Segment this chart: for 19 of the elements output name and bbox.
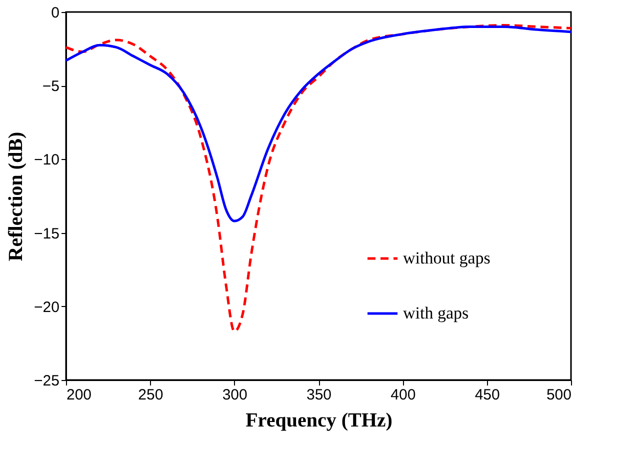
x-tick-label: 250: [138, 386, 164, 404]
y-tick-label: −10: [34, 152, 60, 169]
line-series: [64, 25, 572, 222]
legend-label: without gaps: [403, 248, 490, 268]
x-tick-label: 300: [222, 386, 248, 404]
line-series: [64, 24, 572, 333]
x-tick-label: 200: [66, 386, 92, 404]
y-tick-label: 0: [51, 4, 60, 22]
y-tick-label: −15: [34, 225, 60, 242]
y-tick-label: −25: [34, 372, 60, 390]
x-tick-label: 400: [390, 386, 416, 404]
legend-label: with gaps: [403, 304, 469, 322]
x-axis-title: Frequency (THz): [246, 410, 392, 432]
y-tick-label: −20: [34, 298, 60, 316]
y-axis-title: Reflection (dB): [5, 132, 28, 262]
x-tick-label: 350: [306, 386, 332, 404]
y-tick-label: −5: [42, 78, 60, 96]
x-tick-label: 500: [546, 386, 572, 404]
x-tick-label: 450: [474, 386, 500, 404]
